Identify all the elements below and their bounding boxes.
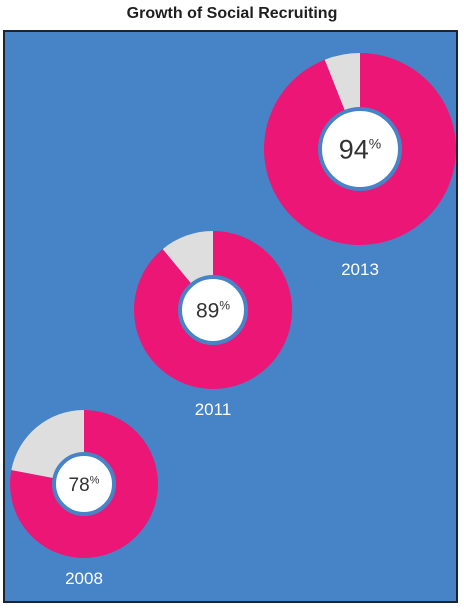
- donut-2013: 94% 2013: [264, 53, 456, 279]
- chart-panel: 78% 2008 89% 2011 94% 2013: [3, 30, 458, 603]
- chart-svg: 78% 2008 89% 2011 94% 2013: [10, 53, 456, 588]
- donut-category-label: 2013: [341, 260, 379, 279]
- donut-value-label: 78%: [69, 475, 100, 496]
- donut-value-label: 89%: [196, 299, 230, 323]
- donut-center: [178, 275, 248, 345]
- donut-2008: 78% 2008: [10, 410, 158, 588]
- donut-value-label: 94%: [339, 135, 382, 165]
- donut-center: [318, 107, 402, 191]
- donut-category-label: 2008: [65, 569, 103, 588]
- donut-center: [52, 452, 116, 516]
- donut-category-label: 2011: [195, 400, 232, 419]
- chart-title: Growth of Social Recruiting: [126, 5, 338, 22]
- donut-2011: 89% 2011: [134, 231, 292, 419]
